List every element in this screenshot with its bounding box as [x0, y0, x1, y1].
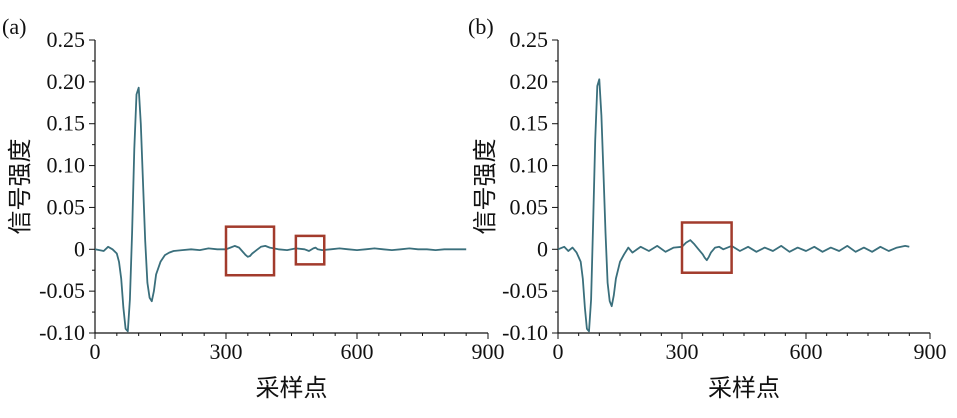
- series-line-0: [94, 86, 467, 333]
- y-axis-title: 信号强度: [7, 139, 34, 235]
- y-tick-label: 0.10: [510, 153, 549, 178]
- y-tick-label: 0: [537, 236, 548, 261]
- highlight-box-0: [680, 221, 733, 274]
- panel-label: (a): [2, 14, 26, 39]
- series-line-0: [557, 78, 910, 333]
- y-tick-label: -0.10: [502, 320, 548, 345]
- x-axis-title: 采样点: [256, 375, 328, 402]
- y-tick-label: 0.05: [510, 194, 549, 219]
- y-tick-label: 0.05: [47, 194, 86, 219]
- panel-label: (b): [468, 14, 494, 39]
- x-tick-label: 900: [472, 339, 505, 364]
- y-tick-label: 0.15: [510, 111, 549, 136]
- y-tick-label: 0.25: [510, 27, 549, 52]
- chart-panel-1: -0.10 -0.05 0 0.05 0.10 0.15 0.20 0.25 0 300 600 90…: [468, 14, 947, 402]
- y-tick-label: -0.05: [39, 278, 85, 303]
- y-tick-label: 0.15: [47, 111, 86, 136]
- chart-panel-0: -0.10 -0.05 0 0.05 0.10 0.15 0.20 0.25 0 300 600 90…: [2, 14, 505, 402]
- x-tick-label: 0: [90, 339, 101, 364]
- y-tick-label: 0: [74, 236, 85, 261]
- x-axis-title: 采样点: [708, 375, 780, 402]
- x-tick-label: 900: [914, 339, 947, 364]
- highlight-box-1: [294, 234, 326, 266]
- y-tick-label: 0.25: [47, 27, 86, 52]
- y-tick-label: 0.10: [47, 153, 86, 178]
- x-tick-label: 600: [341, 339, 374, 364]
- y-axis-title: 信号强度: [472, 139, 499, 235]
- y-tick-label: -0.10: [39, 320, 85, 345]
- x-tick-label: 0: [553, 339, 564, 364]
- y-tick-label: 0.20: [47, 69, 86, 94]
- y-tick-label: 0.20: [510, 69, 549, 94]
- highlight-box-0: [224, 225, 276, 277]
- y-tick-label: -0.05: [502, 278, 548, 303]
- x-tick-label: 300: [210, 339, 243, 364]
- x-tick-label: 300: [666, 339, 699, 364]
- x-tick-label: 600: [790, 339, 823, 364]
